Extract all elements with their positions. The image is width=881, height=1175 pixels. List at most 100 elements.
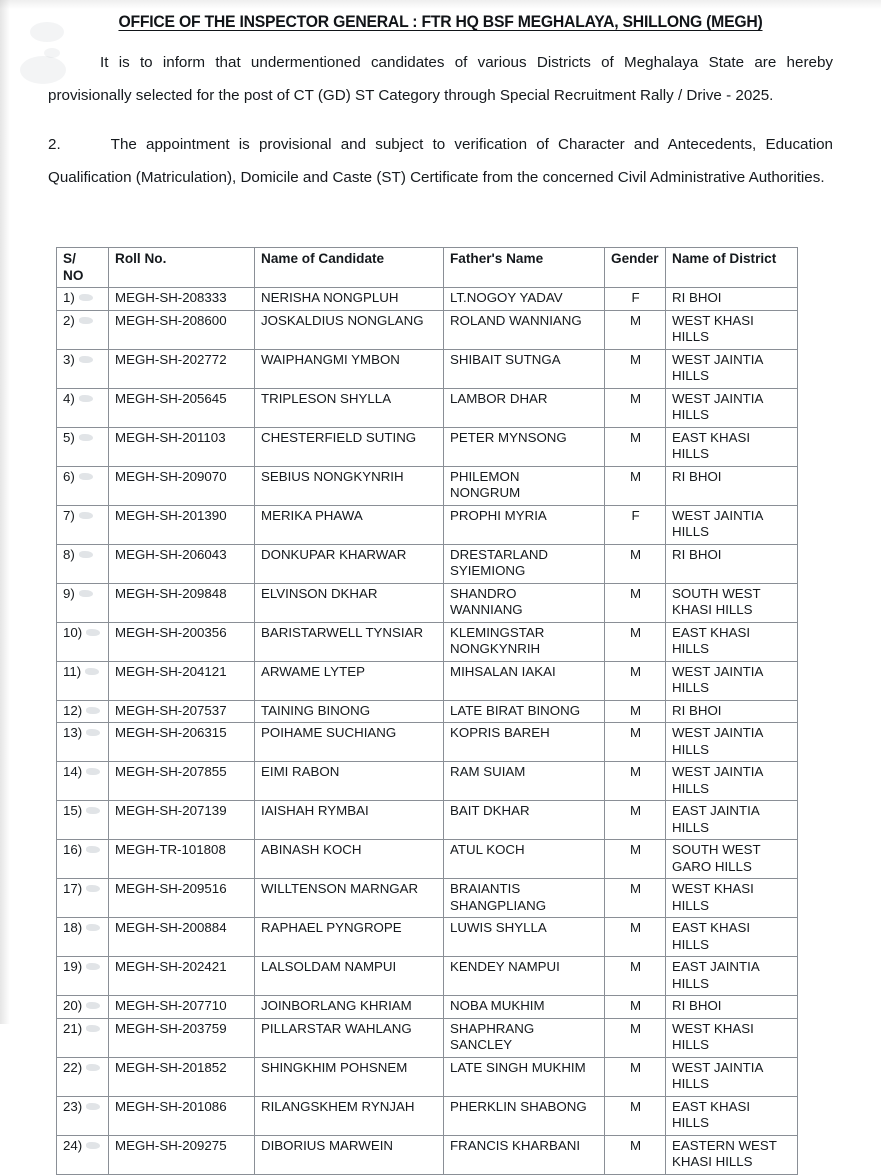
cell-sno: 7)	[56, 504, 109, 545]
cell-father-name: RAM SUIAM	[443, 761, 605, 801]
cell-sno: 18)	[56, 917, 109, 957]
cell-gender: M	[604, 722, 666, 762]
cell-father-name: KLEMINGSTAR NONGKYNRIH	[443, 621, 605, 662]
cell-name: DONKUPAR KHARWAR	[254, 543, 444, 584]
cell-roll-no: MEGH-SH-209275	[108, 1134, 255, 1175]
cell-roll-no: MEGH-SH-205645	[108, 387, 255, 428]
cell-sno: 17)	[56, 878, 109, 918]
table-row: 22) MEGH-SH-201852 SHINGKHIM POHSNEM LATE S…	[56, 1056, 798, 1097]
cell-roll-no: MEGH-TR-101808	[108, 839, 255, 879]
cell-roll-no: MEGH-SH-208333	[108, 287, 255, 311]
cell-gender: M	[604, 543, 666, 584]
cell-gender: M	[604, 839, 666, 879]
cell-roll-no: MEGH-SH-200356	[108, 621, 255, 662]
cell-name: LALSOLDAM NAMPUI	[254, 956, 444, 996]
cell-district: WEST JAINTIA HILLS	[665, 348, 798, 389]
column-header-district: Name of District	[665, 247, 798, 288]
cell-name: EIMI RABON	[254, 761, 444, 801]
cell-name: WAIPHANGMI YMBON	[254, 348, 444, 389]
cell-name: TRIPLESON SHYLLA	[254, 387, 444, 428]
cell-sno: 3)	[56, 348, 109, 389]
pen-mark-icon	[86, 729, 101, 736]
cell-father-name: BAIT DKHAR	[443, 800, 605, 840]
cell-father-name: DRESTARLAND SYIEMIONG	[443, 543, 605, 584]
cell-roll-no: MEGH-SH-201852	[108, 1056, 255, 1097]
cell-gender: M	[604, 660, 666, 701]
cell-name: SEBIUS NONGKYNRIH	[254, 465, 444, 506]
pen-mark-icon	[86, 706, 101, 714]
cell-gender: F	[604, 287, 666, 311]
cell-roll-no: MEGH-SH-200884	[108, 917, 255, 957]
cell-father-name: LATE SINGH MUKHIM	[443, 1056, 605, 1097]
cell-gender: M	[604, 426, 666, 467]
cell-district: RI BHOI	[665, 465, 798, 506]
cell-name: IAISHAH RYMBAI	[254, 800, 444, 840]
paragraph-intro-text: It is to inform that undermentioned cand…	[48, 54, 833, 104]
cell-district: EAST KHASI HILLS	[665, 621, 798, 662]
pen-mark-icon	[86, 1102, 101, 1110]
pen-mark-icon	[78, 589, 93, 597]
table-row: 8) MEGH-SH-206043 DONKUPAR KHARWAR DRESTARL…	[56, 543, 798, 584]
pen-mark-icon	[78, 355, 93, 363]
table-row: 16) MEGH-TR-101808 ABINASH KOCH ATUL KOCH M S…	[56, 839, 798, 879]
cell-name: JOINBORLANG KHRIAM	[254, 995, 444, 1019]
cell-roll-no: MEGH-SH-201390	[108, 504, 255, 545]
cell-district: WEST JAINTIA HILLS	[665, 387, 798, 428]
table-row: 4) MEGH-SH-205645 TRIPLESON SHYLLA LAMBOR D…	[56, 387, 798, 428]
pen-mark-icon	[78, 550, 93, 558]
cell-father-name: SHANDRO WANNIANG	[443, 582, 605, 623]
cell-name: ELVINSON DKHAR	[254, 582, 444, 623]
pen-mark-icon	[86, 885, 101, 892]
cell-sno: 14)	[56, 761, 109, 801]
cell-roll-no: MEGH-SH-201086	[108, 1095, 255, 1136]
cell-gender: M	[604, 621, 666, 662]
cell-gender: M	[604, 1056, 666, 1097]
candidates-table-container: S/ NO Roll No. Name of Candidate Father'…	[56, 247, 798, 1175]
cell-roll-no: MEGH-SH-209070	[108, 465, 255, 506]
cell-district: RI BHOI	[665, 995, 798, 1019]
column-header-sno: S/ NO	[56, 247, 109, 288]
cell-father-name: PHILEMON NONGRUM	[443, 465, 605, 506]
cell-district: WEST JAINTIA HILLS	[665, 660, 798, 701]
pen-mark-icon	[86, 1002, 101, 1009]
cell-gender: M	[604, 878, 666, 918]
table-row: 1) MEGH-SH-208333 NERISHA NONGPLUH LT.NOGOY…	[56, 287, 798, 311]
cell-sno: 20)	[56, 995, 109, 1019]
cell-father-name: ROLAND WANNIANG	[443, 309, 605, 350]
cell-roll-no: MEGH-SH-206315	[108, 722, 255, 762]
pen-mark-icon	[85, 667, 100, 675]
table-row: 15) MEGH-SH-207139 IAISHAH RYMBAI BAIT DKHA…	[56, 800, 798, 840]
cell-sno: 15)	[56, 800, 109, 840]
table-row: 24) MEGH-SH-209275 DIBORIUS MARWEIN FRANCIS…	[56, 1134, 798, 1175]
column-header-roll-no: Roll No.	[108, 247, 255, 288]
cell-sno: 13)	[56, 722, 109, 762]
cell-district: WEST JAINTIA HILLS	[665, 761, 798, 801]
cell-district: EAST KHASI HILLS	[665, 917, 798, 957]
column-header-gender: Gender	[604, 247, 666, 288]
cell-roll-no: MEGH-SH-202772	[108, 348, 255, 389]
cell-sno: 12)	[56, 699, 109, 723]
cell-name: RAPHAEL PYNGROPE	[254, 917, 444, 957]
cell-father-name: KENDEY NAMPUI	[443, 956, 605, 996]
table-row: 2) MEGH-SH-208600 JOSKALDIUS NONGLANG ROLAN…	[56, 309, 798, 350]
table-row: 17) MEGH-SH-209516 WILLTENSON MARNGAR BRAIA…	[56, 878, 798, 918]
cell-father-name: PROPHI MYRIA	[443, 504, 605, 545]
cell-name: TAINING BINONG	[254, 699, 444, 723]
cell-sno: 10)	[56, 621, 109, 662]
cell-name: BARISTARWELL TYNSIAR	[254, 621, 444, 662]
cell-roll-no: MEGH-SH-207139	[108, 800, 255, 840]
cell-father-name: LAMBOR DHAR	[443, 387, 605, 428]
cell-district: SOUTH WEST GARO HILLS	[665, 839, 798, 879]
cell-district: EASTERN WEST KHASI HILLS	[665, 1134, 798, 1175]
cell-sno: 22)	[56, 1056, 109, 1097]
cell-roll-no: MEGH-SH-207855	[108, 761, 255, 801]
cell-district: EAST KHASI HILLS	[665, 1095, 798, 1136]
cell-gender: M	[604, 348, 666, 389]
cell-sno: 11)	[56, 660, 109, 701]
cell-father-name: LUWIS SHYLLA	[443, 917, 605, 957]
pen-mark-icon	[78, 316, 93, 324]
column-header-name: Name of Candidate	[254, 247, 444, 288]
cell-sno: 23)	[56, 1095, 109, 1136]
cell-name: CHESTERFIELD SUTING	[254, 426, 444, 467]
cell-roll-no: MEGH-SH-208600	[108, 309, 255, 350]
